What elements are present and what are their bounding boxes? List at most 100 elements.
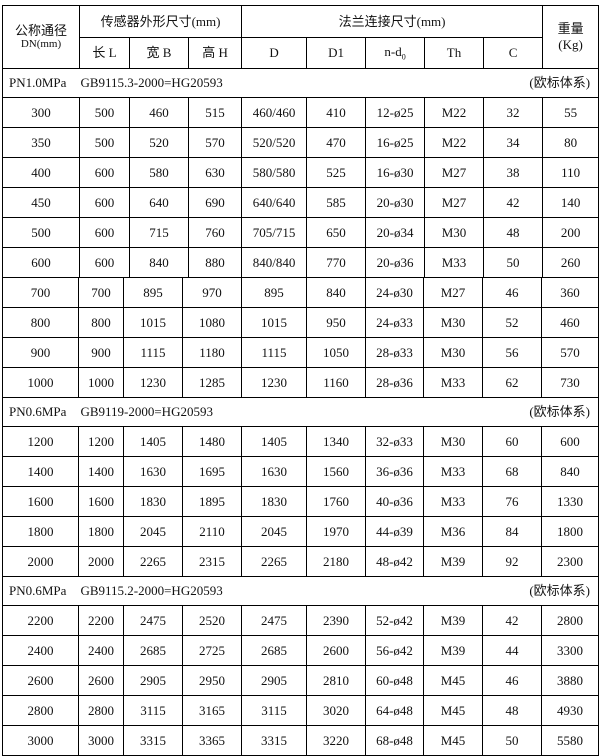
table-cell: 1480: [182, 426, 242, 457]
table-cell: 970: [182, 277, 242, 308]
table-cell: 3315: [241, 725, 307, 756]
table-cell: 460/460: [241, 97, 308, 128]
table-cell: M33: [424, 247, 485, 278]
table-cell: 895: [123, 277, 183, 308]
table-cell: 1400: [78, 456, 124, 487]
table-cell: 42: [482, 605, 542, 636]
col-height: 高 H: [187, 37, 243, 69]
table-cell: 3115: [123, 695, 183, 726]
table-cell: 2180: [306, 546, 366, 577]
table-cell: 1895: [182, 486, 242, 517]
table-cell: 28-ø36: [365, 367, 424, 398]
table-cell: 1600: [2, 486, 79, 517]
table-cell: 2200: [78, 605, 124, 636]
table-cell: 300: [2, 97, 80, 128]
table-cell: 500: [79, 127, 130, 158]
table-cell: 1000: [2, 367, 79, 398]
table-cell: 1180: [182, 337, 242, 368]
table-cell: 1015: [241, 307, 307, 338]
table-cell: 1340: [306, 426, 366, 457]
table-cell: 580: [129, 157, 189, 188]
table-cell: 360: [541, 277, 599, 308]
table-cell: 84: [482, 516, 542, 547]
table-cell: 2600: [2, 665, 79, 696]
table-cell: 68: [482, 456, 542, 487]
table-cell: M27: [424, 187, 485, 218]
table-cell: M30: [423, 307, 483, 338]
table-cell: 2520: [182, 605, 242, 636]
table-cell: 80: [542, 127, 600, 158]
table-cell: 1000: [78, 367, 124, 398]
table-cell: 200: [542, 217, 600, 248]
table-row: 2800 2800 3115 3165 3115 3020 64-ø48 M45 48 4930: [2, 695, 599, 726]
table-cell: 32: [483, 97, 544, 128]
table-cell: 3115: [241, 695, 307, 726]
table-cell: 770: [306, 247, 367, 278]
table-cell: 1115: [123, 337, 183, 368]
table-cell: 500: [79, 97, 130, 128]
col-th: Th: [424, 37, 485, 69]
table-cell: 46: [482, 277, 542, 308]
table-cell: 700: [78, 277, 124, 308]
table-cell: 55: [542, 97, 600, 128]
table-cell: 2200: [2, 605, 79, 636]
table-row: 800 800 1015 1080 1015 950 24-ø33 M30 52 460: [2, 307, 599, 338]
table-row: 600 600 840 880 840/840 770 20-ø36 M33 50 260: [2, 247, 600, 278]
table-part-bottom: 700 700 895 970 895 840 24-ø30 M27 46 360 800 800 10…: [2, 277, 599, 756]
table-cell: 2110: [182, 516, 242, 547]
table-cell: 1405: [123, 426, 183, 457]
section-header: PN1.0MPa GB9115.3-2000=HG20593 (欧标体系): [1, 68, 600, 98]
table-cell: 3300: [541, 635, 599, 666]
table-cell: 2315: [182, 546, 242, 577]
table-cell: 2475: [241, 605, 307, 636]
weight-header: 重量 (Kg): [542, 5, 600, 69]
table-cell: 3315: [123, 725, 183, 756]
table-cell: 32-ø33: [365, 426, 424, 457]
col-c: C: [483, 37, 544, 69]
table-cell: 2300: [541, 546, 599, 577]
table-row: 400 600 580 630 580/580 525 16-ø30 M27 38 110: [2, 157, 600, 188]
table-cell: 3165: [182, 695, 242, 726]
subheader-row: 长 L 宽 B 高 H D D1 n-d0 Th C: [3, 37, 599, 69]
table-cell: 3020: [306, 695, 366, 726]
table-row: 700 700 895 970 895 840 24-ø30 M27 46 360: [2, 277, 599, 308]
table-cell: 48-ø42: [365, 546, 424, 577]
table-row: 2600 2600 2905 2950 2905 2810 60-ø48 M45 46 3880: [2, 665, 599, 696]
table-cell: 1830: [241, 486, 307, 517]
table-cell: M33: [423, 456, 483, 487]
table-cell: 500: [2, 217, 80, 248]
table-cell: 900: [78, 337, 124, 368]
table-cell: 24-ø33: [365, 307, 424, 338]
table-cell: 1330: [541, 486, 599, 517]
table-cell: 2725: [182, 635, 242, 666]
table-cell: 520/520: [241, 127, 308, 158]
table-cell: 2800: [2, 695, 79, 726]
table-cell: 2950: [182, 665, 242, 696]
pressure-rating: PN1.0MPa: [9, 75, 67, 91]
col-d: D: [241, 37, 308, 69]
header-row: 公称通径 DN(mm) 传感器外形尺寸(mm) 法兰连接尺寸(mm) 重量 (K…: [2, 5, 600, 69]
table-cell: 2600: [78, 665, 124, 696]
table-row: 1000 1000 1230 1285 1230 1160 28-ø36 M33 62 730: [2, 367, 599, 398]
flange-group-header: 法兰连接尺寸(mm): [241, 5, 544, 38]
pressure-rating: PN0.6MPa: [9, 583, 67, 599]
table-cell: 1970: [306, 516, 366, 547]
table-row: 3000 3000 3315 3365 3315 3220 68-ø48 M45 50 5580: [2, 725, 599, 756]
table-cell: 56-ø42: [365, 635, 424, 666]
table-cell: M45: [423, 725, 483, 756]
table-cell: 16-ø25: [365, 127, 426, 158]
table-cell: 600: [79, 187, 130, 218]
table-cell: 2600: [306, 635, 366, 666]
table-cell: M33: [423, 486, 483, 517]
table-cell: 2905: [123, 665, 183, 696]
table-cell: 410: [306, 97, 367, 128]
standard: GB9115.3-2000=HG20593: [80, 75, 223, 91]
table-cell: 2800: [78, 695, 124, 726]
table-cell: 840/840: [241, 247, 308, 278]
table-cell: 520: [129, 127, 189, 158]
col-length: 长 L: [79, 37, 130, 69]
standard-system: (欧标体系): [529, 583, 590, 599]
table-row: 900 900 1115 1180 1115 1050 28-ø33 M30 56 570: [2, 337, 599, 368]
table-cell: 34: [483, 127, 544, 158]
